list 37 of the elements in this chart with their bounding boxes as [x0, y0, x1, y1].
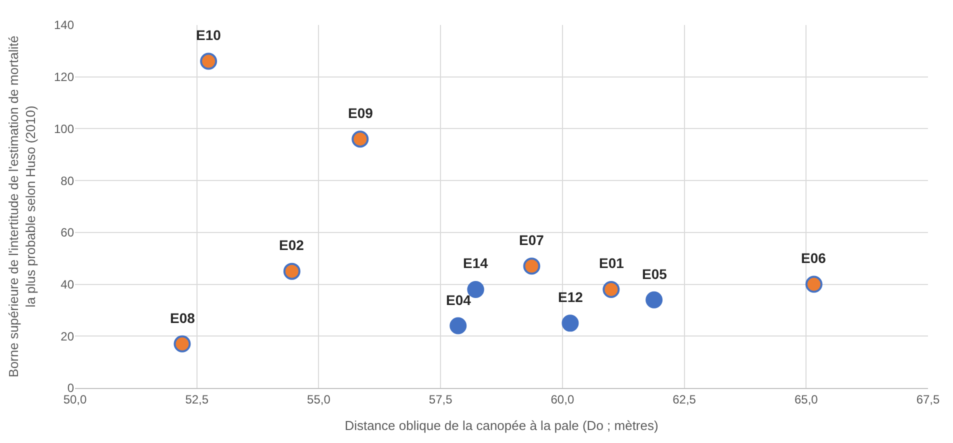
annotation: E04 — [446, 292, 472, 308]
x-tick-label: 62,5 — [672, 392, 696, 406]
y-tick-label: 120 — [54, 70, 74, 84]
annotation: E12 — [558, 289, 584, 305]
x-tick-label: 57,5 — [428, 392, 453, 406]
point — [523, 258, 540, 275]
annotation: E10 — [196, 27, 222, 43]
y-tick-label: 100 — [54, 122, 74, 136]
x-tick-label: 52,5 — [185, 392, 209, 406]
annotation: E01 — [599, 255, 624, 271]
annotation: E05 — [642, 266, 668, 282]
y-tick-label: 80 — [60, 174, 74, 188]
point — [450, 317, 467, 334]
x-tick-label: 55,0 — [307, 392, 331, 406]
y-tick-label: 40 — [60, 277, 74, 292]
y-tick-label: 20 — [60, 329, 74, 344]
point — [562, 314, 579, 332]
annotation: E09 — [348, 105, 374, 121]
point — [805, 276, 822, 293]
x-axis-title: Distance oblique de la canopée à la pale (Do ; mètres) — [344, 418, 658, 433]
y-axis-title: Borne supérieure de l'intertitude de l'estimation de mortalité la plus probable selon Huso (2010) — [6, 36, 38, 378]
y-tick-label: 60 — [60, 226, 74, 240]
point — [602, 280, 620, 298]
annotation: E07 — [519, 232, 544, 248]
x-tick-label: 65,0 — [794, 392, 818, 406]
point — [283, 262, 300, 280]
annotation: E08 — [170, 310, 196, 326]
point — [352, 130, 369, 148]
x-tick-label: 67,5 — [916, 392, 940, 406]
x-tick-label: 60,0 — [550, 392, 574, 406]
point — [646, 291, 663, 308]
point — [174, 335, 191, 352]
annotation: E14 — [463, 255, 488, 271]
point — [200, 52, 218, 70]
y-tick-label: 140 — [54, 18, 74, 32]
annotation: E06 — [801, 250, 826, 266]
annotation: E02 — [279, 237, 304, 253]
